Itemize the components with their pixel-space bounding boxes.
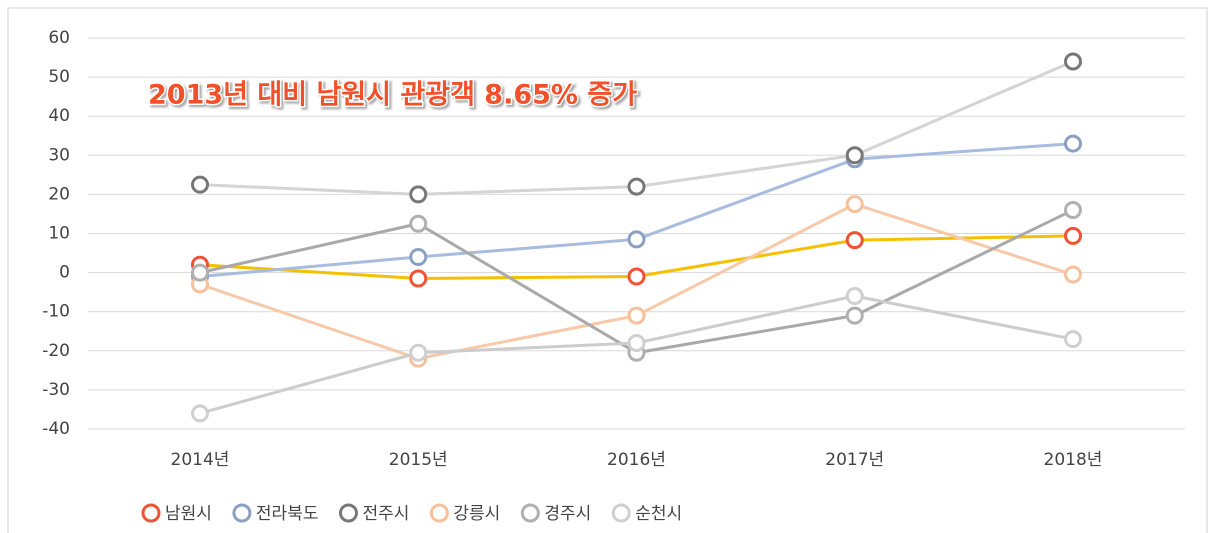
y-tick-label: -40	[42, 419, 70, 439]
marker	[191, 263, 209, 282]
annotation: 2013년 대비 남원시 관광객 8.65% 증가	[148, 80, 637, 111]
marker	[409, 269, 428, 288]
marker	[1064, 201, 1082, 220]
legend-marker	[232, 503, 252, 523]
x-tick-label: 2017년	[825, 450, 884, 470]
y-tick-label: 30	[48, 145, 70, 165]
y-tick-label: 10	[48, 224, 70, 244]
marker	[627, 267, 646, 286]
y-tick-label: 60	[48, 28, 70, 48]
y-tick-label: -20	[42, 341, 70, 361]
legend-marker	[141, 503, 161, 523]
marker	[1064, 265, 1082, 284]
x-tick-label: 2016년	[607, 450, 666, 470]
x-tick-label: 2015년	[389, 450, 448, 470]
marker	[627, 306, 646, 325]
legend-label: 경주시	[544, 504, 591, 524]
marker	[627, 177, 646, 196]
marker	[409, 214, 428, 233]
marker	[845, 146, 864, 165]
y-tick-label: -30	[42, 380, 70, 400]
legend-label: 남원시	[165, 504, 212, 524]
marker	[1064, 52, 1082, 71]
y-tick-label: 0	[59, 263, 70, 283]
legend-marker	[611, 503, 631, 523]
marker	[191, 404, 209, 423]
marker	[191, 175, 209, 194]
marker	[1064, 134, 1082, 153]
legend-marker	[338, 503, 358, 523]
x-tick-label: 2018년	[1044, 450, 1103, 470]
marker	[409, 185, 428, 204]
legend-marker	[429, 503, 449, 523]
y-tick-label: 40	[48, 106, 70, 126]
y-tick-label: 50	[48, 67, 70, 87]
legend-label: 강릉시	[453, 504, 500, 524]
legend-label: 순천시	[635, 504, 682, 524]
marker	[1064, 226, 1082, 245]
marker	[1064, 330, 1082, 349]
legend-label: 전주시	[362, 504, 409, 524]
marker	[627, 230, 646, 249]
y-tick-label: 20	[48, 184, 70, 204]
y-tick-label: -10	[42, 302, 70, 322]
marker	[409, 343, 428, 362]
legend-marker	[520, 503, 540, 523]
x-tick-label: 2014년	[171, 450, 230, 470]
marker	[845, 287, 864, 306]
marker	[845, 195, 864, 214]
legend-label: 전라북도	[256, 504, 319, 524]
marker	[845, 306, 864, 325]
marker	[627, 333, 646, 352]
marker	[845, 231, 864, 250]
marker	[409, 247, 428, 266]
